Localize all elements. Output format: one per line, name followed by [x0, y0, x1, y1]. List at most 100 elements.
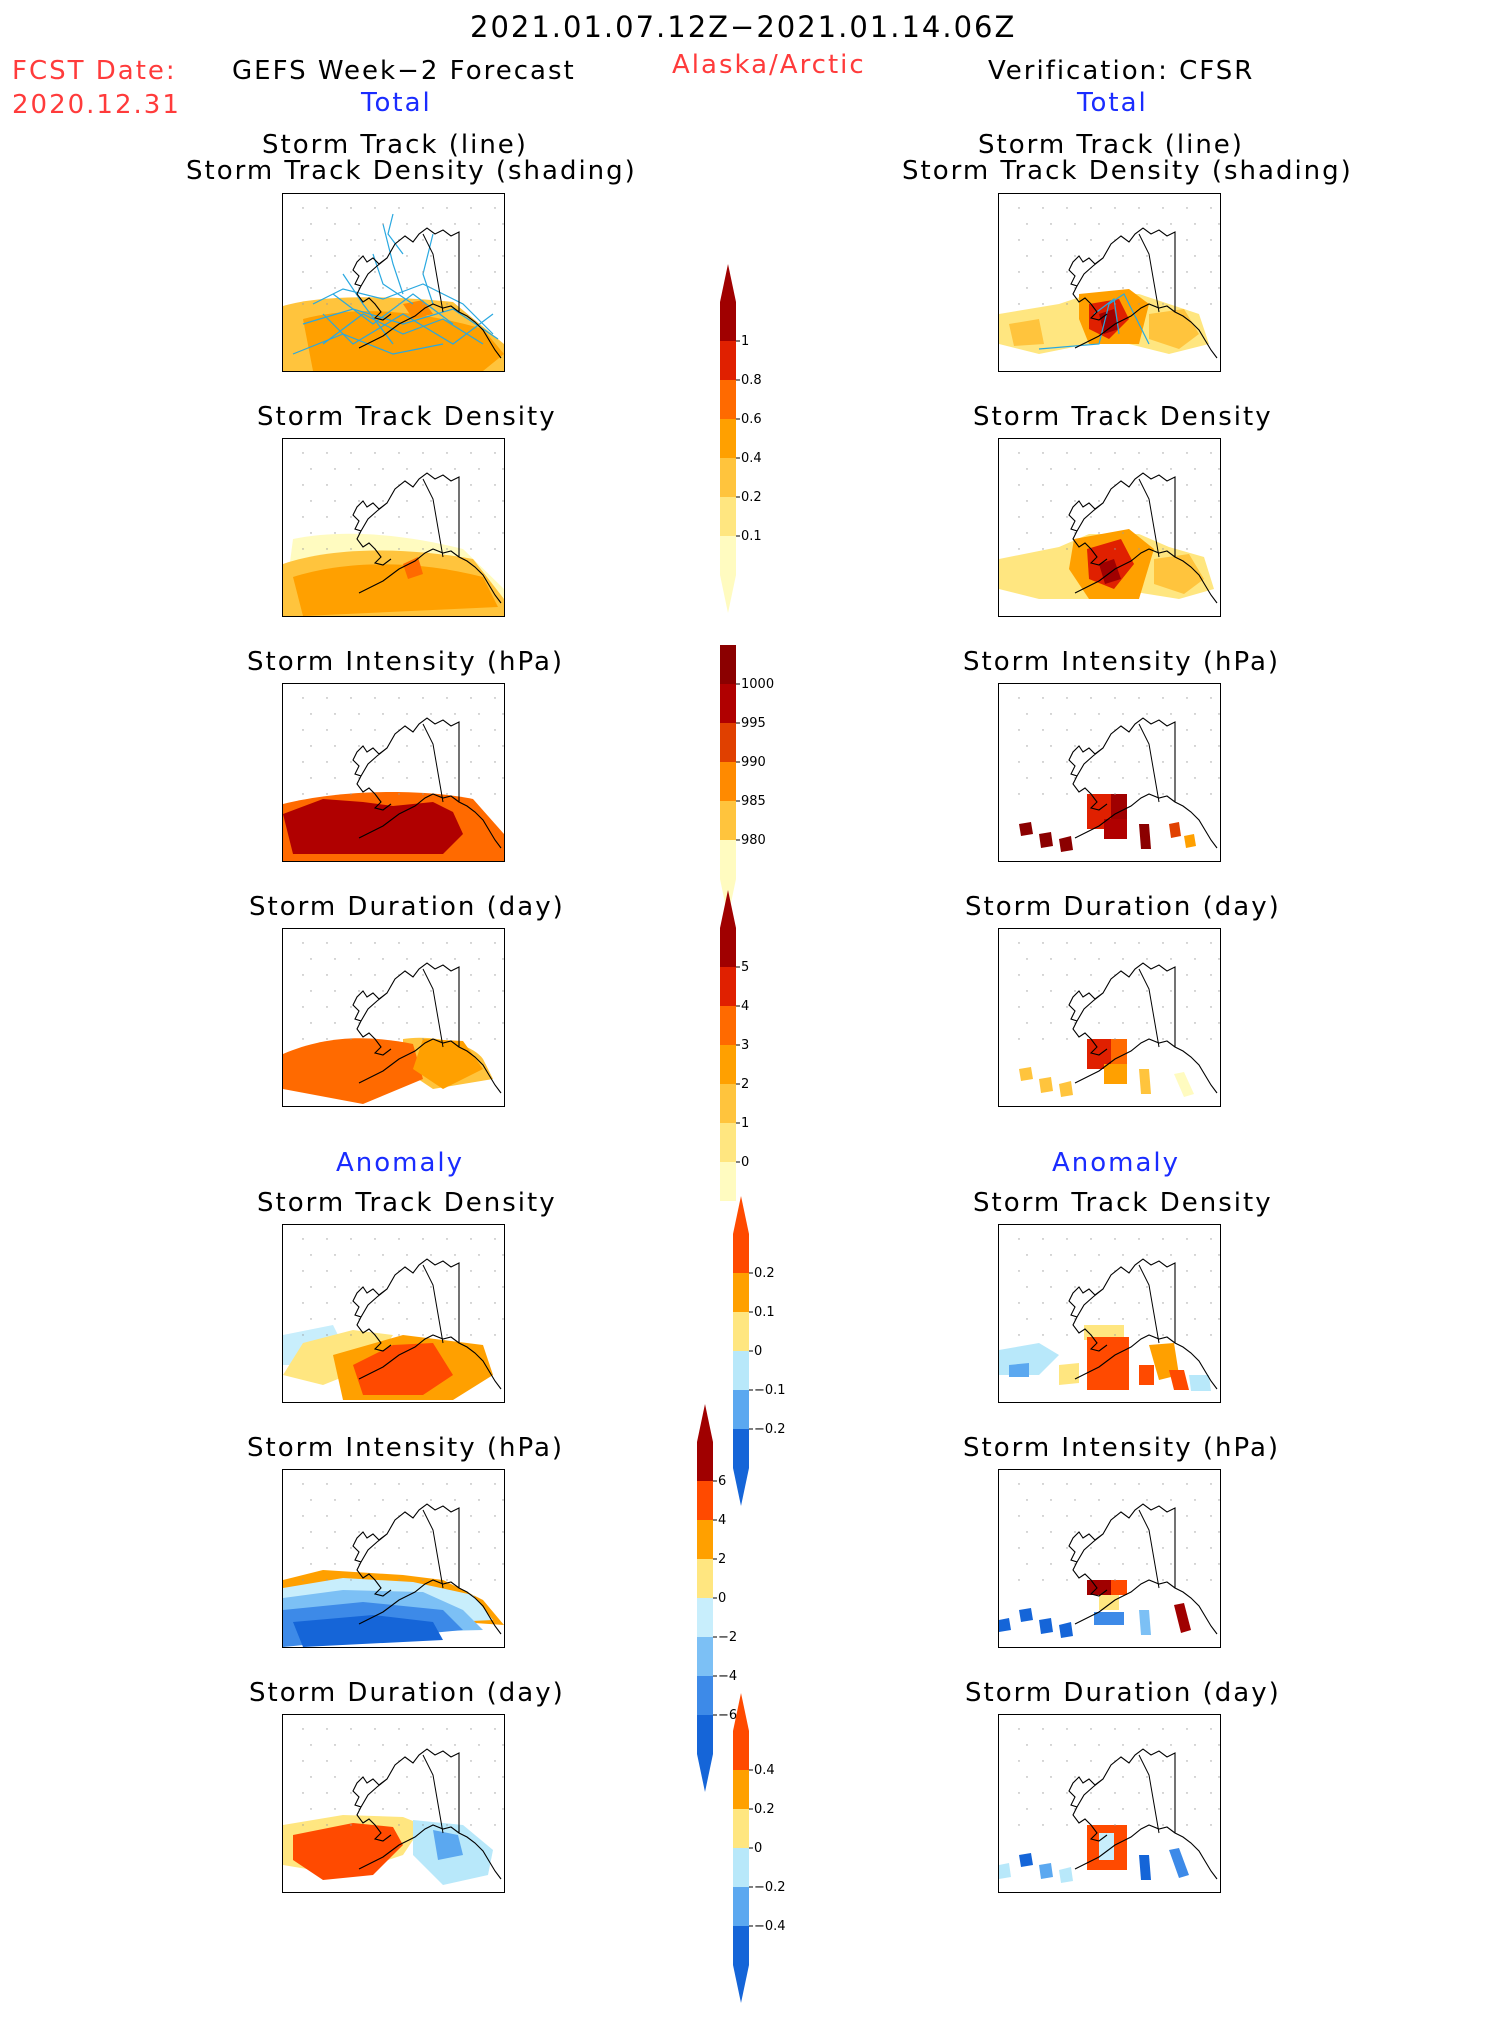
grid-dot	[422, 516, 424, 518]
grid-dot	[422, 1792, 424, 1794]
grid-dot	[358, 990, 360, 992]
grid-dot	[350, 239, 352, 241]
grid-dot	[1018, 1824, 1020, 1826]
grid-dot	[1018, 207, 1020, 209]
map-right-anom-duration	[998, 1714, 1221, 1893]
grid-dot	[406, 1563, 408, 1565]
grid-dot	[350, 484, 352, 486]
grid-dot	[422, 1483, 424, 1485]
grid-dot	[302, 729, 304, 731]
grid-dot	[334, 958, 336, 960]
shading-region	[1111, 1580, 1127, 1595]
grid-dot	[1162, 942, 1164, 944]
colorbar-segment	[720, 536, 736, 575]
colorbar-intensity-anom: 6 4 2 0 −2 −4 −6	[697, 1404, 767, 1806]
colorbar-segment	[733, 1351, 749, 1390]
grid-dot	[1194, 777, 1196, 779]
grid-dot	[350, 1038, 352, 1040]
grid-dot	[1210, 271, 1212, 273]
colorbar-segment	[697, 1520, 713, 1559]
grid-dot	[382, 1808, 384, 1810]
grid-dot	[1050, 745, 1052, 747]
grid-dot	[310, 777, 312, 779]
grid-dot	[1018, 761, 1020, 763]
canada-border	[1138, 1754, 1160, 1834]
grid-dot	[398, 207, 400, 209]
grid-dot	[1138, 1334, 1140, 1336]
grid-dot	[502, 532, 504, 534]
grid-dot	[446, 303, 448, 305]
grid-dot	[502, 1744, 504, 1746]
grid-dot	[1146, 255, 1148, 257]
grid-dot	[470, 1483, 472, 1485]
grid-dot	[1218, 1744, 1220, 1746]
grid-dot	[1186, 1547, 1188, 1549]
grid-dot	[470, 452, 472, 454]
grid-dot	[1210, 1238, 1212, 1240]
grid-dot	[1074, 990, 1076, 992]
grid-dot	[1194, 990, 1196, 992]
grid-dot	[1218, 1286, 1220, 1288]
grid-dot	[446, 1006, 448, 1008]
alaska-coastline	[1068, 227, 1218, 359]
grid-dot	[494, 1334, 496, 1336]
grid-dot	[1122, 1286, 1124, 1288]
shading-region	[1169, 822, 1181, 838]
shading-region	[1059, 1081, 1073, 1097]
shading-region	[293, 1615, 443, 1647]
grid-dot	[1066, 1483, 1068, 1485]
grid-dot	[302, 1515, 304, 1517]
grid-dot	[1042, 1302, 1044, 1304]
grid-dot	[1026, 1563, 1028, 1565]
left-title: GEFS Week−2 Forecast	[232, 56, 576, 86]
grid-dot	[470, 1334, 472, 1336]
grid-dot	[302, 207, 304, 209]
grid-dot	[1122, 745, 1124, 747]
grid-dot	[1042, 452, 1044, 454]
grid-dot	[334, 1808, 336, 1810]
left-density-title: Storm Track Density	[257, 402, 557, 432]
grid-dot	[1146, 532, 1148, 534]
grid-dot	[454, 1499, 456, 1501]
grid-dot	[1210, 1270, 1212, 1272]
grid-dot	[1018, 1334, 1020, 1336]
grid-dot	[1146, 468, 1148, 470]
grid-dot	[398, 516, 400, 518]
colorbar-tick-label: −0.2	[754, 1880, 786, 1895]
grid-dot	[1114, 1038, 1116, 1040]
grid-dot	[350, 303, 352, 305]
grid-dot	[478, 1531, 480, 1533]
colorbar-tick-label: 0.2	[741, 490, 762, 505]
grid-dot	[1018, 1483, 1020, 1485]
colorbar-bottom-triangle	[733, 1965, 749, 2003]
colorbar-segment	[697, 1637, 713, 1676]
colorbar-segment	[720, 801, 736, 840]
grid-dot	[494, 207, 496, 209]
canada-border	[422, 968, 444, 1048]
grid-dot	[302, 516, 304, 518]
grid-dot	[1026, 255, 1028, 257]
grid-dot	[470, 484, 472, 486]
grid-dot	[1170, 468, 1172, 470]
grid-dot	[494, 1515, 496, 1517]
colorbar-segment	[733, 1887, 749, 1926]
grid-dot	[470, 697, 472, 699]
grid-dot	[1090, 697, 1092, 699]
grid-dot	[422, 1760, 424, 1762]
canada-border	[1138, 723, 1160, 803]
left-section-total: Total	[361, 88, 432, 118]
grid-dot	[1018, 1038, 1020, 1040]
grid-dot	[1218, 287, 1220, 289]
grid-dot	[334, 713, 336, 715]
grid-dot	[334, 745, 336, 747]
grid-dot	[1066, 1792, 1068, 1794]
colorbar-top-triangle	[697, 1404, 713, 1442]
grid-dot	[406, 255, 408, 257]
grid-dot	[446, 697, 448, 699]
grid-dot	[398, 761, 400, 763]
grid-dot	[1210, 1824, 1212, 1826]
grid-dot	[334, 1318, 336, 1320]
grid-dot	[310, 287, 312, 289]
grid-dot	[1218, 1776, 1220, 1778]
grid-dot	[406, 1286, 408, 1288]
